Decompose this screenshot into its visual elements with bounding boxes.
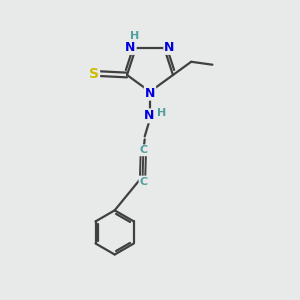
Text: N: N	[164, 41, 175, 54]
Text: C: C	[139, 145, 147, 155]
Text: S: S	[89, 67, 99, 80]
Text: N: N	[145, 87, 155, 100]
Text: N: N	[125, 41, 136, 54]
Text: N: N	[144, 109, 154, 122]
Text: H: H	[157, 108, 167, 118]
Text: C: C	[140, 176, 148, 187]
Text: H: H	[130, 31, 139, 41]
